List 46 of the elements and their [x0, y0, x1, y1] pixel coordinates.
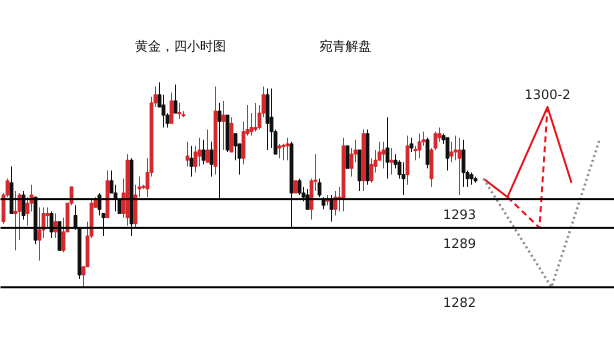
candlestick — [402, 162, 406, 196]
candlestick — [254, 102, 258, 132]
candlestick — [322, 196, 326, 210]
candlestick — [462, 139, 466, 188]
candlestick — [46, 206, 50, 228]
candlestick — [434, 131, 438, 150]
candlestick — [174, 84, 178, 114]
candlestick — [286, 137, 290, 161]
candlestick — [22, 190, 26, 220]
candlestick — [14, 190, 18, 251]
candlestick — [222, 100, 226, 150]
candlestick — [38, 206, 42, 262]
annotation: 1289 — [442, 236, 476, 252]
candlestick — [186, 141, 190, 167]
candlestick — [98, 192, 102, 216]
candlestick — [306, 188, 310, 210]
candlestick — [382, 141, 386, 169]
chart-subtitle: 宛青解盘 — [320, 38, 372, 54]
candlestick — [50, 210, 54, 239]
candlestick — [386, 116, 390, 180]
annotation: 1293 — [442, 208, 476, 224]
candlestick — [202, 139, 206, 165]
annotation: 1282 — [442, 296, 476, 312]
candlestick — [234, 133, 238, 161]
candlestick — [454, 135, 458, 161]
candlestick — [330, 194, 334, 222]
candlestick — [162, 94, 166, 128]
candlestick — [446, 137, 450, 171]
candlestick — [318, 178, 322, 198]
candlestick — [418, 133, 422, 159]
candlestick — [218, 102, 222, 200]
candlestick — [346, 145, 350, 169]
candlestick — [210, 141, 214, 178]
candlestick — [294, 180, 298, 194]
candlestick — [190, 145, 194, 178]
candlestick — [410, 137, 414, 153]
candlestick — [458, 137, 462, 196]
chart-title: 黄金，四小时图 — [135, 40, 226, 54]
candlestick — [206, 129, 210, 163]
candlestick — [170, 92, 174, 124]
candlestick — [278, 143, 282, 159]
annotation: 1300-2 — [524, 88, 571, 103]
candlestick — [390, 147, 394, 176]
candlestick — [470, 172, 474, 186]
candlestick — [178, 102, 182, 120]
candlestick — [282, 143, 286, 161]
